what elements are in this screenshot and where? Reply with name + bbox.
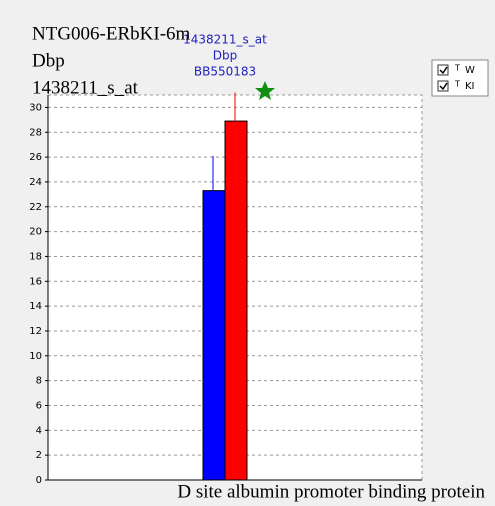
y-tick-label: 26 (29, 152, 42, 163)
y-tick-label: 8 (36, 376, 42, 387)
legend-checkbox (437, 80, 449, 92)
legend-checkbox (437, 64, 449, 76)
y-tick-label: 2 (36, 450, 42, 461)
y-tick-label: 6 (36, 400, 42, 411)
legend-label: W (465, 65, 475, 76)
annotation: Dbp (213, 49, 237, 63)
y-tick-label: 10 (29, 351, 42, 362)
y-tick-label: 20 (29, 227, 42, 238)
y-tick-label: 12 (29, 326, 42, 337)
y-tick-label: 4 (36, 425, 42, 436)
bar (224, 120, 248, 481)
y-tick-label: 18 (29, 251, 42, 262)
chart-title: Dbp (32, 50, 65, 71)
legend-marker: T (454, 64, 460, 73)
legend-check (439, 82, 448, 91)
legend-check (439, 66, 448, 75)
chart-title: 1438211_s_at (32, 77, 139, 98)
star (255, 81, 275, 100)
y-tick-label: 30 (29, 102, 42, 113)
y-tick-label: 14 (29, 301, 42, 312)
annotation: 1438211_s_at (183, 33, 267, 47)
y-tick-label: 24 (29, 177, 42, 188)
y-tick-label: 22 (29, 202, 42, 213)
x-axis-label: D site albumin promoter binding protein (177, 481, 485, 502)
annotation: BB550183 (194, 65, 256, 79)
bar (202, 190, 226, 481)
y-tick-label: 0 (36, 475, 42, 486)
legend-label: KI (465, 81, 475, 92)
legend-marker: T (454, 80, 460, 89)
y-tick-label: 16 (29, 276, 42, 287)
y-tick-label: 28 (29, 127, 42, 138)
chart-title: NTG006-ERbKI-6m (32, 23, 191, 44)
